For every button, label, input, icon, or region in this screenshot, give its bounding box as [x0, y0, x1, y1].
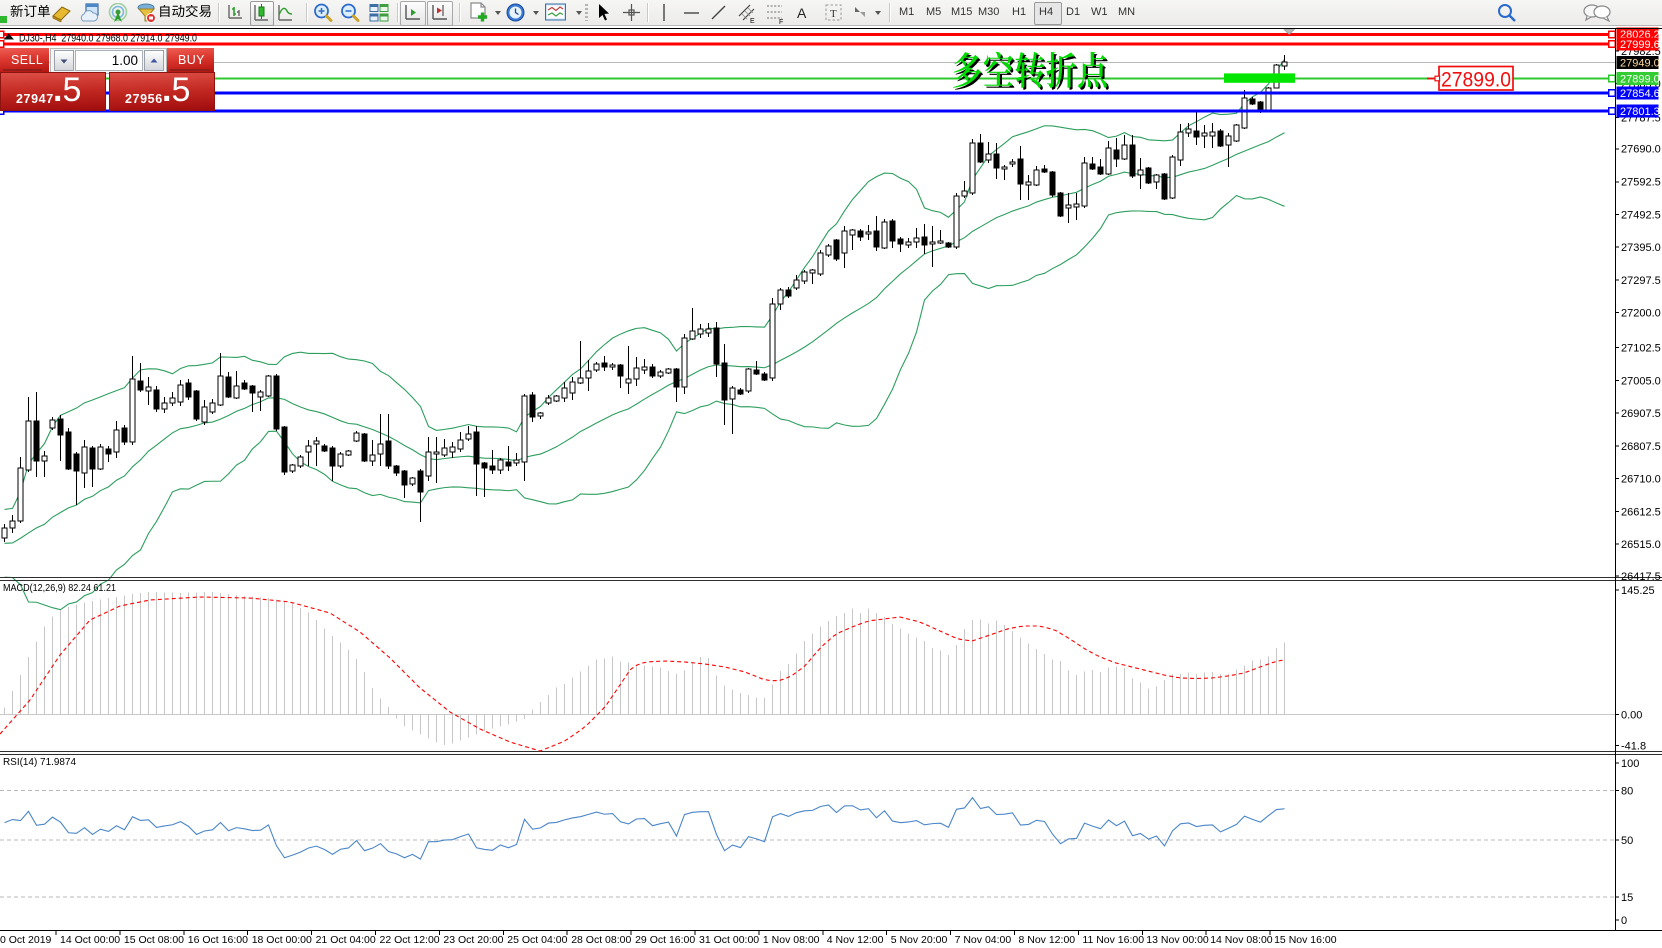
svg-text:15: 15 — [1621, 892, 1633, 904]
svg-text:DJ30-,H4 27940.0 27968.0 2791: DJ30-,H4 27940.0 27968.0 27914.0 27949.0 — [19, 33, 197, 45]
svg-text:27592.5: 27592.5 — [1621, 177, 1661, 189]
svg-text:-41.8: -41.8 — [1621, 740, 1646, 752]
svg-text:1 Nov 08:00: 1 Nov 08:00 — [763, 934, 820, 946]
svg-text:27999.6: 27999.6 — [1620, 39, 1660, 51]
svg-text:80: 80 — [1621, 786, 1633, 798]
svg-text:50: 50 — [1621, 835, 1633, 847]
svg-text:27200.0: 27200.0 — [1621, 308, 1661, 320]
svg-text:22 Oct 12:00: 22 Oct 12:00 — [380, 934, 440, 946]
svg-text:4 Nov 12:00: 4 Nov 12:00 — [827, 934, 884, 946]
svg-text:27492.5: 27492.5 — [1621, 209, 1661, 221]
svg-text:27005.0: 27005.0 — [1621, 376, 1661, 388]
svg-text:0.00: 0.00 — [1621, 709, 1642, 721]
svg-text:26612.5: 26612.5 — [1621, 506, 1661, 518]
svg-text:15 Oct 08:00: 15 Oct 08:00 — [124, 934, 184, 946]
svg-text:18 Oct 00:00: 18 Oct 00:00 — [252, 934, 312, 946]
svg-text:28 Oct 08:00: 28 Oct 08:00 — [571, 934, 631, 946]
svg-text:E: E — [750, 18, 755, 24]
svg-text:26907.5: 26907.5 — [1621, 408, 1661, 420]
svg-text:8 Nov 12:00: 8 Nov 12:00 — [1019, 934, 1076, 946]
svg-text:27854.6: 27854.6 — [1620, 88, 1660, 100]
svg-text:26417.5: 26417.5 — [1621, 571, 1661, 583]
svg-text:27690.0: 27690.0 — [1621, 144, 1661, 156]
svg-text:5 Nov 20:00: 5 Nov 20:00 — [891, 934, 948, 946]
svg-text:RSI(14) 71.9874: RSI(14) 71.9874 — [3, 756, 76, 768]
svg-text:26515.0: 26515.0 — [1621, 539, 1661, 551]
svg-text:MACD(12,26,9) 82.24 61.21: MACD(12,26,9) 82.24 61.21 — [3, 582, 116, 594]
svg-text:27899.0: 27899.0 — [1441, 69, 1511, 92]
svg-text:26807.5: 26807.5 — [1621, 441, 1661, 453]
svg-text:145.25: 145.25 — [1621, 585, 1655, 597]
svg-text:27899.0: 27899.0 — [1620, 74, 1660, 86]
svg-text:15 Nov 16:00: 15 Nov 16:00 — [1274, 934, 1337, 946]
svg-text:14 Oct 00:00: 14 Oct 00:00 — [60, 934, 120, 946]
svg-text:27801.3: 27801.3 — [1620, 106, 1660, 118]
svg-text:23 Oct 20:00: 23 Oct 20:00 — [443, 934, 503, 946]
svg-text:16 Oct 16:00: 16 Oct 16:00 — [188, 934, 248, 946]
svg-text:13 Nov 00:00: 13 Nov 00:00 — [1146, 934, 1209, 946]
svg-text:26710.0: 26710.0 — [1621, 473, 1661, 485]
svg-text:T: T — [830, 8, 837, 20]
svg-text:31 Oct 00:00: 31 Oct 00:00 — [699, 934, 759, 946]
svg-text:14 Nov 08:00: 14 Nov 08:00 — [1210, 934, 1273, 946]
svg-text:25 Oct 04:00: 25 Oct 04:00 — [507, 934, 567, 946]
svg-text:27949.0: 27949.0 — [1620, 58, 1660, 70]
svg-text:29 Oct 16:00: 29 Oct 16:00 — [635, 934, 695, 946]
svg-text:27102.5: 27102.5 — [1621, 343, 1661, 355]
svg-text:100: 100 — [1621, 758, 1639, 770]
svg-text:27297.5: 27297.5 — [1621, 275, 1661, 287]
svg-text:F: F — [779, 19, 783, 24]
svg-text:0 Oct 2019: 0 Oct 2019 — [0, 934, 52, 946]
svg-text:0: 0 — [1621, 915, 1627, 927]
svg-text:21 Oct 04:00: 21 Oct 04:00 — [316, 934, 376, 946]
svg-text:7 Nov 04:00: 7 Nov 04:00 — [955, 934, 1012, 946]
svg-text:27395.0: 27395.0 — [1621, 242, 1661, 254]
svg-text:11 Nov 16:00: 11 Nov 16:00 — [1082, 934, 1144, 946]
